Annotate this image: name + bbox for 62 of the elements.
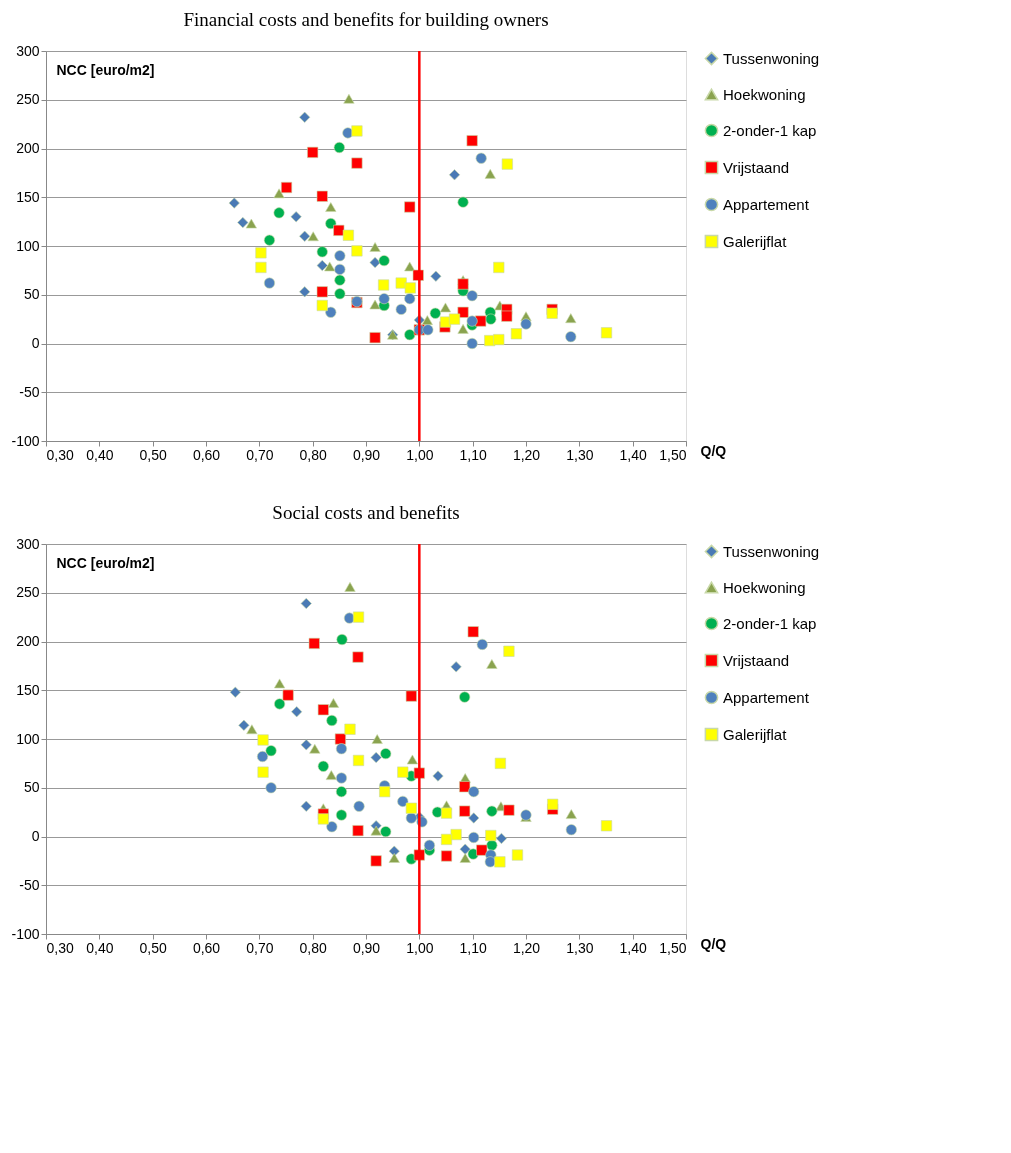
x-tick-label: 0,40 [86,446,114,463]
x-tick-label: 1,20 [512,939,541,956]
x-tick-label: 1,50 [659,939,687,956]
y-tick-label: -50 [19,876,40,893]
y-tick-label: -100 [11,432,40,449]
legend-label: 2-onder-1 kap [723,121,817,139]
y-tick-label: 150 [16,188,40,205]
legend-label: Vrijstaand [723,651,790,669]
y-tick-label: 300 [16,42,40,59]
y-tick-label: 200 [16,633,40,649]
legend-label: 2-onder-1 kap [723,614,817,632]
x-tick-label: 0,30 [46,939,74,956]
legend-label: Appartement [723,195,810,213]
x-tick-label: 0,50 [139,939,167,956]
y-axis-title: NCC [euro/m2] [56,554,155,571]
x-tick-label: 1,50 [659,446,687,463]
legend-label: Vrijstaand [723,158,790,176]
x-tick-label: 1,10 [459,446,487,463]
x-tick-label: 0,50 [139,446,167,463]
x-axis-title: Q/Q [700,935,727,952]
y-tick-label: 50 [23,779,40,796]
x-tick-label: 0,80 [299,939,327,956]
x-tick-label: 0,90 [352,446,381,463]
y-tick-label: 250 [16,91,40,108]
y-tick-label: 300 [16,535,40,552]
chart-title: Social costs and benefits [272,502,460,523]
x-tick-label: 0,60 [192,939,221,956]
x-tick-label: 1,40 [619,939,647,956]
legend-label: Hoekwoning [723,578,806,596]
y-tick-label: 0 [31,335,40,351]
x-axis-title: Q/Q [700,442,727,459]
x-tick-label: 0,70 [246,446,274,463]
y-tick-label: -100 [11,925,40,942]
x-tick-label: 0,90 [352,939,381,956]
legend-label: Appartement [723,688,810,706]
legend-label: Galerijflat [723,725,788,743]
legend-label: Galerijflat [723,232,788,250]
x-tick-label: 1,30 [566,939,594,956]
chart-title: Financial costs and benefits for building owners [183,9,549,30]
x-tick-label: 1,20 [512,446,541,463]
x-tick-label: 1,40 [619,446,647,463]
y-tick-label: 150 [16,681,40,698]
x-tick-label: 0,80 [299,446,327,463]
y-tick-label: -50 [19,383,40,400]
legend-label: Hoekwoning [723,85,806,103]
x-tick-label: 0,30 [46,446,74,463]
x-tick-label: 0,70 [246,939,274,956]
y-tick-label: 250 [16,584,40,601]
x-tick-label: 1,10 [459,939,487,956]
x-tick-label: 1,00 [406,446,434,463]
y-tick-label: 100 [16,730,40,747]
y-tick-label: 200 [16,140,40,156]
x-tick-label: 1,00 [406,939,434,956]
y-tick-label: 100 [16,237,40,254]
y-axis-title: NCC [euro/m2] [56,61,155,78]
x-tick-label: 0,40 [86,939,114,956]
y-tick-label: 50 [23,286,40,303]
y-tick-label: 0 [31,828,40,844]
x-tick-label: 1,30 [566,446,594,463]
x-tick-label: 0,60 [192,446,221,463]
legend-label: Tussenwoning [723,542,820,560]
legend-label: Tussenwoning [723,49,820,67]
